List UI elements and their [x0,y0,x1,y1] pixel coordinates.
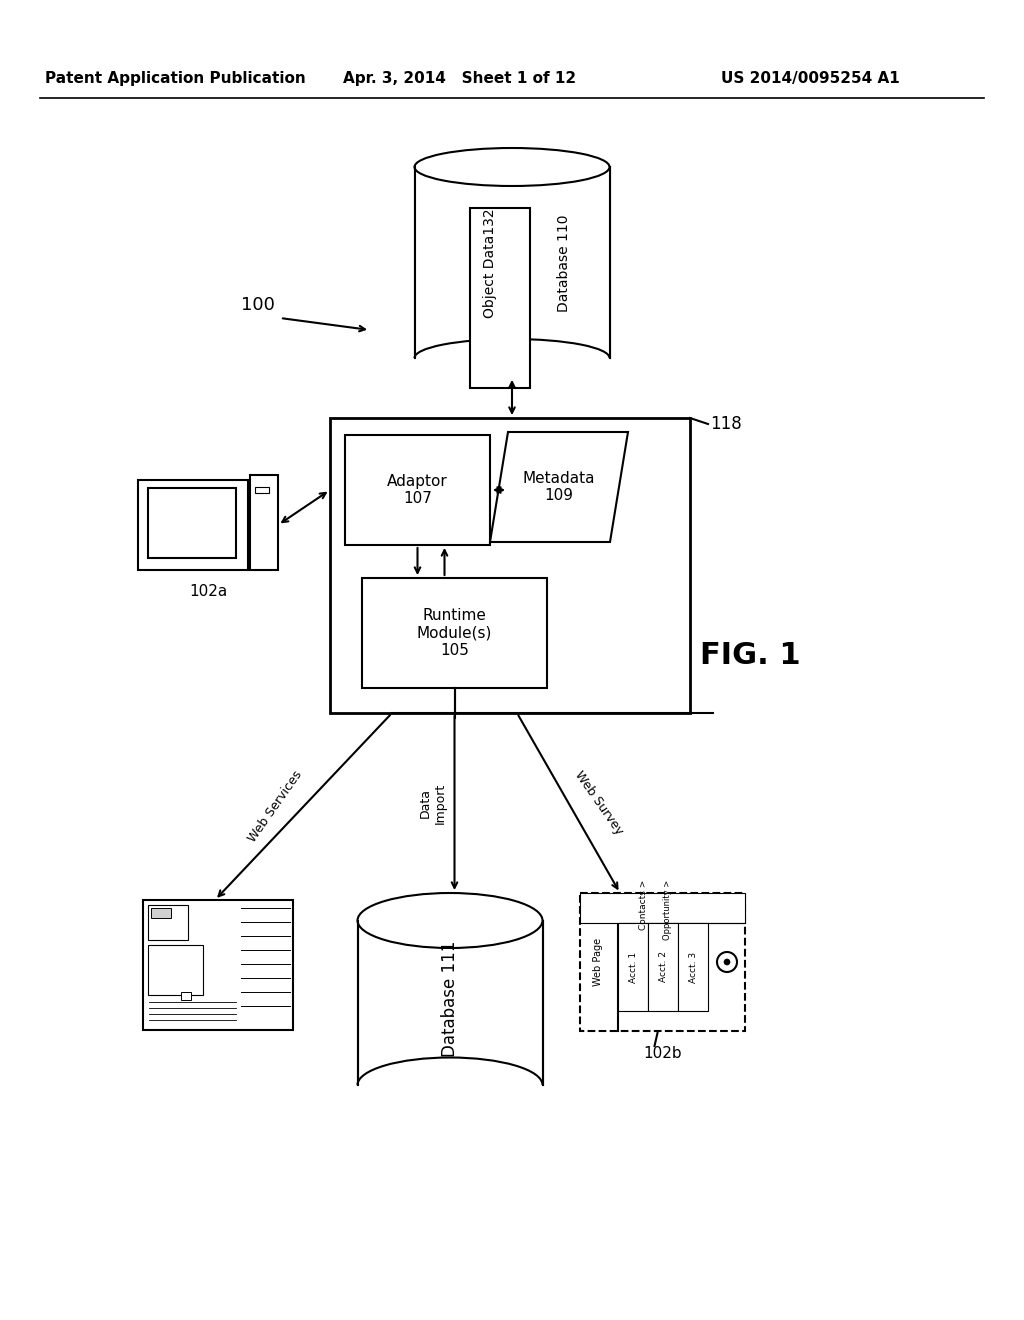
Bar [678,923,708,1011]
Bar [357,920,543,1085]
Text: Object Data132: Object Data132 [483,209,497,318]
Text: 102b: 102b [643,1045,682,1060]
Bar [148,488,236,558]
Text: FIG. 1: FIG. 1 [700,640,801,669]
Bar [148,945,203,995]
Bar [469,209,529,388]
Text: Contacts >: Contacts > [639,880,647,931]
Bar [148,906,188,940]
Ellipse shape [415,339,609,378]
Text: 118: 118 [710,414,741,433]
Text: 100: 100 [241,296,274,314]
Bar [580,894,745,923]
Ellipse shape [415,148,609,186]
Bar [580,894,745,1031]
Bar [151,908,171,917]
Text: Web Page: Web Page [593,939,603,986]
Text: Acct. 3: Acct. 3 [688,952,697,982]
Polygon shape [490,432,628,543]
Text: Database 111: Database 111 [441,941,459,1057]
Bar [181,993,191,1001]
Text: Apr. 3, 2014   Sheet 1 of 12: Apr. 3, 2014 Sheet 1 of 12 [343,70,577,86]
Bar [143,900,293,1030]
Bar [415,168,609,358]
Bar [250,475,278,570]
Text: Data
Import: Data Import [419,783,446,824]
Circle shape [724,960,730,965]
Text: 102a: 102a [188,585,227,599]
Bar [362,578,547,688]
Text: Metadata
109: Metadata 109 [522,471,595,503]
Text: Web Survey: Web Survey [571,768,626,837]
Bar [255,487,269,492]
Ellipse shape [357,894,543,948]
Text: Database 110: Database 110 [557,214,571,312]
Text: US 2014/0095254 A1: US 2014/0095254 A1 [721,70,899,86]
Ellipse shape [357,1057,543,1113]
Bar [138,480,248,570]
Bar [618,923,648,1011]
Bar [345,436,490,545]
Bar [648,923,678,1011]
Text: Web Services: Web Services [246,768,305,845]
Text: Acct. 2: Acct. 2 [658,952,668,982]
Bar [330,418,690,713]
Text: Adaptor
107: Adaptor 107 [387,474,447,506]
Text: Runtime
Module(s)
105: Runtime Module(s) 105 [417,609,493,657]
Text: Patent Application Publication: Patent Application Publication [45,70,305,86]
Circle shape [717,952,737,972]
Text: Acct. 1: Acct. 1 [629,952,638,982]
Text: Opportunity >: Opportunity > [664,880,673,940]
